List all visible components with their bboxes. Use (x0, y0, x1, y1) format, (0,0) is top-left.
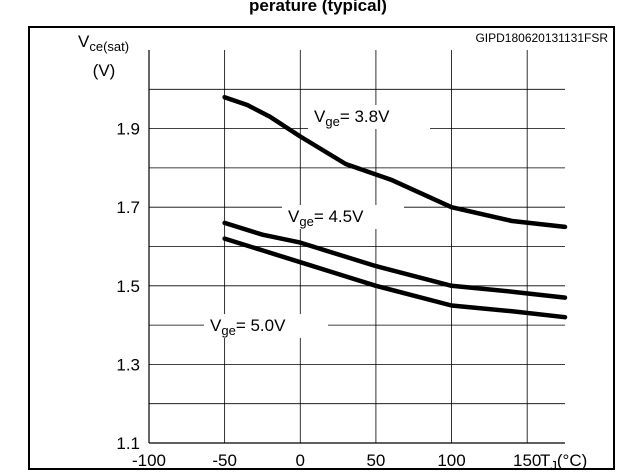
y-tick-label: 1.7 (116, 198, 140, 217)
x-tick-label: 150 (513, 451, 541, 470)
x-tick-label: -100 (132, 451, 166, 470)
series-label-bg (308, 105, 430, 129)
y-tick-label: 1.9 (116, 120, 140, 139)
series (222, 94, 568, 320)
series-label-bg (282, 205, 404, 229)
chart-title: perature (typical) (249, 0, 387, 15)
x-tick-label: 100 (437, 451, 465, 470)
series-label-3: Vge= 5.0V (210, 316, 286, 338)
x-tick-label: 50 (366, 451, 385, 470)
series-label-bg (204, 314, 328, 338)
x-axis-title: TJ(°C) (540, 451, 587, 472)
series-label-1: Vge= 3.8V (314, 107, 390, 129)
tick-labels: 1.1 1.3 1.5 1.7 1.9 -100 -50 0 50 100 150 (116, 120, 541, 470)
y-tick-label: 1.3 (116, 355, 140, 374)
y-axis-title: Vce(sat) (78, 32, 129, 54)
series-line-2 (222, 220, 568, 300)
y-tick-label: 1.5 (116, 277, 140, 296)
x-tick-label: -50 (212, 451, 237, 470)
chart-frame (28, 26, 615, 470)
series-line-1 (222, 94, 568, 230)
series-label-2: Vge= 4.5V (288, 207, 364, 229)
y-tick-label: 1.1 (116, 434, 140, 453)
x-tick-label: 0 (296, 451, 305, 470)
chart-code: GIPD180620131131FSR (475, 31, 608, 45)
y-axis-unit: (V) (93, 61, 116, 80)
series-line-3 (222, 236, 568, 320)
series-labels: Vge= 3.8V Vge= 4.5V Vge= 5.0V (204, 105, 430, 338)
